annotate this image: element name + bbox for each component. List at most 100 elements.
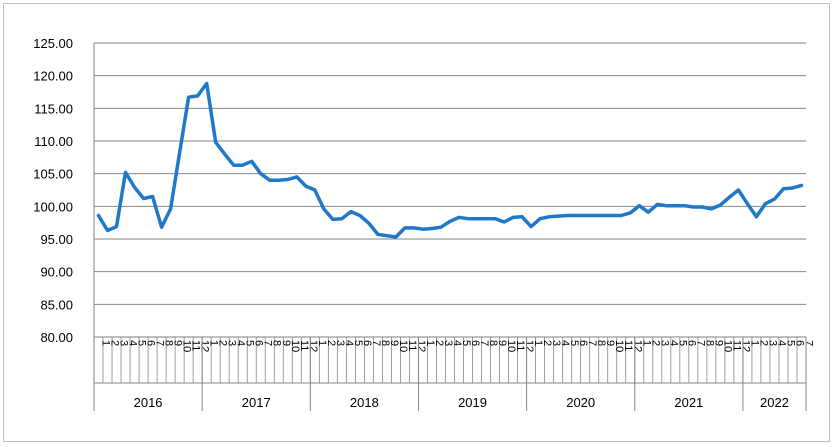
x-tick-label: 1 (640, 340, 652, 346)
x-tick-label: 5 (568, 340, 580, 346)
x-tick-label: 2 (325, 340, 337, 346)
x-tick-label: 2 (109, 340, 121, 346)
y-tick-label: 110.00 (34, 134, 73, 149)
y-tick-label: 115.00 (34, 101, 73, 116)
y-tick-label: 85.00 (40, 297, 73, 312)
year-label: 2022 (760, 395, 789, 410)
y-tick-label: 95.00 (40, 232, 73, 247)
x-tick-label: 1 (748, 340, 760, 346)
x-tick-label: 10 (505, 340, 517, 352)
x-tick-label: 7 (262, 340, 274, 346)
x-tick-label: 1 (424, 340, 436, 346)
x-tick-label: 11 (406, 340, 418, 351)
x-tick-label: 8 (595, 340, 607, 346)
x-tick-label: 11 (190, 340, 202, 351)
x-tick-label: 3 (766, 340, 778, 346)
x-tick-label: 6 (253, 340, 265, 346)
x-tick-label: 3 (658, 340, 670, 346)
y-tick-label: 80.00 (40, 330, 73, 345)
x-tick-label: 6 (793, 340, 805, 346)
x-tick-label: 4 (127, 340, 139, 346)
x-tick-label: 7 (586, 340, 598, 346)
x-tick-label: 8 (379, 340, 391, 346)
x-tick-label: 10 (181, 340, 193, 352)
x-tick-label: 6 (469, 340, 481, 346)
x-tick-label: 2 (217, 340, 229, 346)
x-tick-label: 7 (802, 340, 814, 346)
x-tick-label: 10 (397, 340, 409, 352)
x-tick-label: 9 (280, 340, 292, 346)
x-tick-label: 4 (667, 340, 679, 346)
x-tick-label: 11 (298, 340, 310, 351)
x-tick-label: 8 (163, 340, 175, 346)
x-tick-label: 7 (154, 340, 166, 346)
y-tick-label: 120.00 (33, 69, 73, 84)
x-tick-label: 6 (685, 340, 697, 346)
year-label: 2020 (566, 395, 595, 410)
x-tick-label: 1 (100, 340, 112, 346)
x-tick-label: 3 (118, 340, 130, 346)
x-tick-label: 1 (316, 340, 328, 346)
x-tick-label: 8 (487, 340, 499, 346)
x-tick-label: 1 (532, 340, 544, 346)
x-tick-label: 12 (199, 340, 211, 352)
x-tick-label: 12 (415, 340, 427, 352)
x-tick-label: 12 (523, 340, 535, 352)
x-tick-label: 7 (478, 340, 490, 346)
x-tick-label: 9 (172, 340, 184, 346)
x-tick-label: 7 (694, 340, 706, 346)
y-tick-label: 90.00 (40, 265, 73, 280)
y-axis: 80.00 85.00 90.00 95.00 100.00 105.00 110.00 11… (33, 36, 95, 345)
x-tick-label: 7 (370, 340, 382, 346)
x-tick-label: 5 (244, 340, 256, 346)
x-tick-label: 12 (631, 340, 643, 352)
year-label: 2017 (242, 395, 271, 410)
x-tick-label: 5 (460, 340, 472, 346)
x-tick-label: 3 (550, 340, 562, 346)
year-label: 2018 (350, 395, 379, 410)
year-label: 2021 (674, 395, 703, 410)
y-tick-label: 100.00 (33, 199, 73, 214)
year-label: 2019 (458, 395, 487, 410)
x-tick-label: 9 (712, 340, 724, 346)
x-tick-label: 11 (514, 340, 526, 351)
year-label: 2016 (134, 395, 163, 410)
x-tick-label: 11 (730, 340, 742, 351)
x-tick-label: 3 (334, 340, 346, 346)
x-tick-label: 5 (352, 340, 364, 346)
x-tick-label: 10 (721, 340, 733, 352)
x-tick-label: 10 (289, 340, 301, 352)
x-tick-label: 6 (361, 340, 373, 346)
x-tick-label: 8 (271, 340, 283, 346)
x-tick-label: 6 (145, 340, 157, 346)
x-tick-label: 3 (442, 340, 454, 346)
x-tick-label: 9 (604, 340, 616, 346)
x-tick-label: 9 (496, 340, 508, 346)
y-tick-label: 105.00 (33, 167, 73, 182)
x-axis: 1234567891011121234567891011121234567891… (93, 337, 814, 411)
x-tick-label: 2 (649, 340, 661, 346)
x-tick-label: 5 (136, 340, 148, 346)
x-tick-label: 4 (775, 340, 787, 346)
x-tick-label: 2 (433, 340, 445, 346)
x-tick-label: 2 (541, 340, 553, 346)
x-tick-label: 4 (559, 340, 571, 346)
x-tick-label: 4 (343, 340, 355, 346)
x-tick-label: 10 (613, 340, 625, 352)
x-tick-label: 4 (235, 340, 247, 346)
x-tick-label: 2 (757, 340, 769, 346)
x-tick-label: 12 (307, 340, 319, 352)
x-tick-label: 11 (622, 340, 634, 351)
series-line (96, 81, 804, 239)
gridlines (94, 42, 806, 338)
x-tick-label: 8 (703, 340, 715, 346)
x-tick-label: 12 (739, 340, 751, 352)
x-tick-label: 5 (676, 340, 688, 346)
x-tick-label: 4 (451, 340, 463, 346)
x-tick-label: 5 (784, 340, 796, 346)
x-tick-label: 3 (226, 340, 238, 346)
y-tick-label: 125.00 (33, 36, 73, 51)
x-tick-label: 1 (208, 340, 220, 346)
x-tick-label: 6 (577, 340, 589, 346)
